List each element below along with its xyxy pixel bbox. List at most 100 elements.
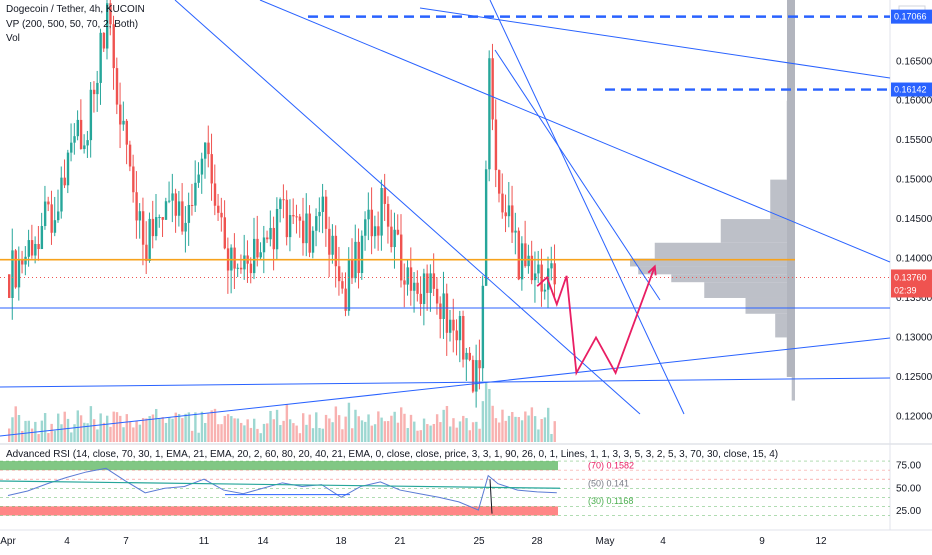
volume-bar: [524, 411, 527, 442]
candle-body: [125, 120, 128, 145]
indicator-vp-label[interactable]: VP (200, 500, 50, 70, 2, Both): [6, 19, 139, 30]
candle-body: [514, 230, 517, 233]
volume-bar: [21, 430, 24, 442]
volume-bar: [553, 421, 556, 442]
volume-bar: [11, 417, 14, 442]
volume-bar: [527, 415, 530, 442]
volume-bar: [367, 414, 370, 442]
price-level-tag-text: 0.16142: [894, 85, 927, 95]
indicator-vol-label[interactable]: Vol: [6, 33, 20, 44]
volume-bar: [30, 428, 34, 442]
volume-bar: [403, 413, 406, 442]
candle-body: [367, 209, 370, 220]
volume-bar: [128, 421, 132, 442]
candle-body: [57, 211, 60, 221]
candle-body: [220, 212, 223, 218]
last-price-tag: [891, 269, 932, 298]
volume-bar: [422, 418, 426, 442]
symbol-title[interactable]: Dogecoin / Tether, 4h, KUCOIN: [6, 4, 145, 15]
trendline: [494, 49, 661, 301]
volume-bar: [462, 415, 465, 442]
candle-body: [266, 237, 269, 240]
volume-bar: [357, 416, 360, 442]
volume-bar: [543, 417, 547, 442]
volume-bar: [530, 407, 534, 442]
candle-body: [413, 282, 416, 291]
volume-bar: [331, 422, 334, 442]
candle-body: [177, 201, 181, 216]
candle-body: [383, 188, 387, 204]
price-tick-label: 0.16000: [896, 96, 932, 107]
volume-bar: [226, 414, 230, 442]
volume-bar: [138, 424, 142, 442]
candle-body: [426, 273, 429, 293]
time-tick-label: 9: [759, 536, 765, 547]
candle-body: [217, 205, 220, 213]
candle-body: [158, 217, 161, 219]
candle-body: [543, 289, 547, 292]
bar-timer-text: 02:39: [894, 285, 917, 295]
time-tick-label: 28: [531, 536, 543, 547]
volume-bar: [148, 416, 151, 442]
candle-body: [475, 360, 478, 392]
candle-body: [458, 316, 462, 341]
time-tick-label: 18: [335, 536, 347, 547]
candle-body: [403, 280, 406, 285]
volume-bar: [57, 413, 60, 442]
candle-body: [161, 217, 164, 220]
volume-bar: [550, 433, 553, 442]
volume-bar: [174, 412, 177, 442]
candle-body: [262, 237, 266, 253]
time-tick-label: 4: [64, 536, 70, 547]
candle-body: [478, 360, 481, 369]
candle-body: [511, 205, 514, 233]
volume-bar: [269, 410, 272, 442]
time-tick-label: 7: [123, 536, 129, 547]
candle-body: [37, 244, 40, 250]
volume-bar: [197, 432, 200, 442]
volume-bar: [239, 422, 243, 442]
candle-body: [373, 226, 377, 237]
volume-bar: [249, 427, 253, 442]
trendline: [259, 0, 891, 263]
volume-bar: [272, 419, 275, 442]
volume-bar: [60, 424, 63, 442]
volume-bar: [292, 423, 295, 442]
candle-body: [8, 274, 11, 298]
candle-body: [288, 215, 292, 238]
volume-bar: [511, 412, 514, 442]
price-tick-label: 0.14500: [896, 214, 932, 225]
volume-bar: [259, 433, 262, 442]
volume-bar: [406, 428, 409, 442]
candle-body: [494, 119, 498, 171]
candle-body: [481, 285, 485, 369]
indicator-rsi-label[interactable]: Advanced RSI (14, close, 70, 30, 1, EMA,…: [6, 449, 779, 460]
volume-bar: [236, 418, 240, 442]
rsi-band-label: (50) 0.141: [588, 479, 629, 489]
candle-body: [34, 244, 37, 256]
candle-body: [504, 212, 507, 217]
candle-body: [14, 250, 17, 288]
candle-body: [200, 158, 204, 175]
candle-body: [253, 238, 256, 274]
candle-body: [243, 255, 246, 270]
candle-body: [83, 145, 86, 150]
volume-profile: [630, 0, 795, 401]
last-price-tag-text: 0.13760: [894, 272, 927, 282]
candle-body: [527, 255, 530, 267]
volume-bar: [458, 421, 462, 442]
volume-bar: [295, 425, 298, 442]
volume-bar: [76, 410, 79, 442]
candle-body: [347, 259, 351, 311]
volume-bar: [89, 406, 93, 442]
drawings[interactable]: [0, 0, 891, 437]
candle-body: [269, 227, 272, 240]
volume-bar: [246, 419, 249, 442]
candle-body: [432, 273, 436, 289]
candle-body: [135, 192, 138, 221]
candle-body: [386, 203, 390, 227]
rsi-tick-label: 75.00: [896, 461, 921, 472]
candle-body: [109, 3, 112, 25]
candle-body: [138, 211, 142, 221]
